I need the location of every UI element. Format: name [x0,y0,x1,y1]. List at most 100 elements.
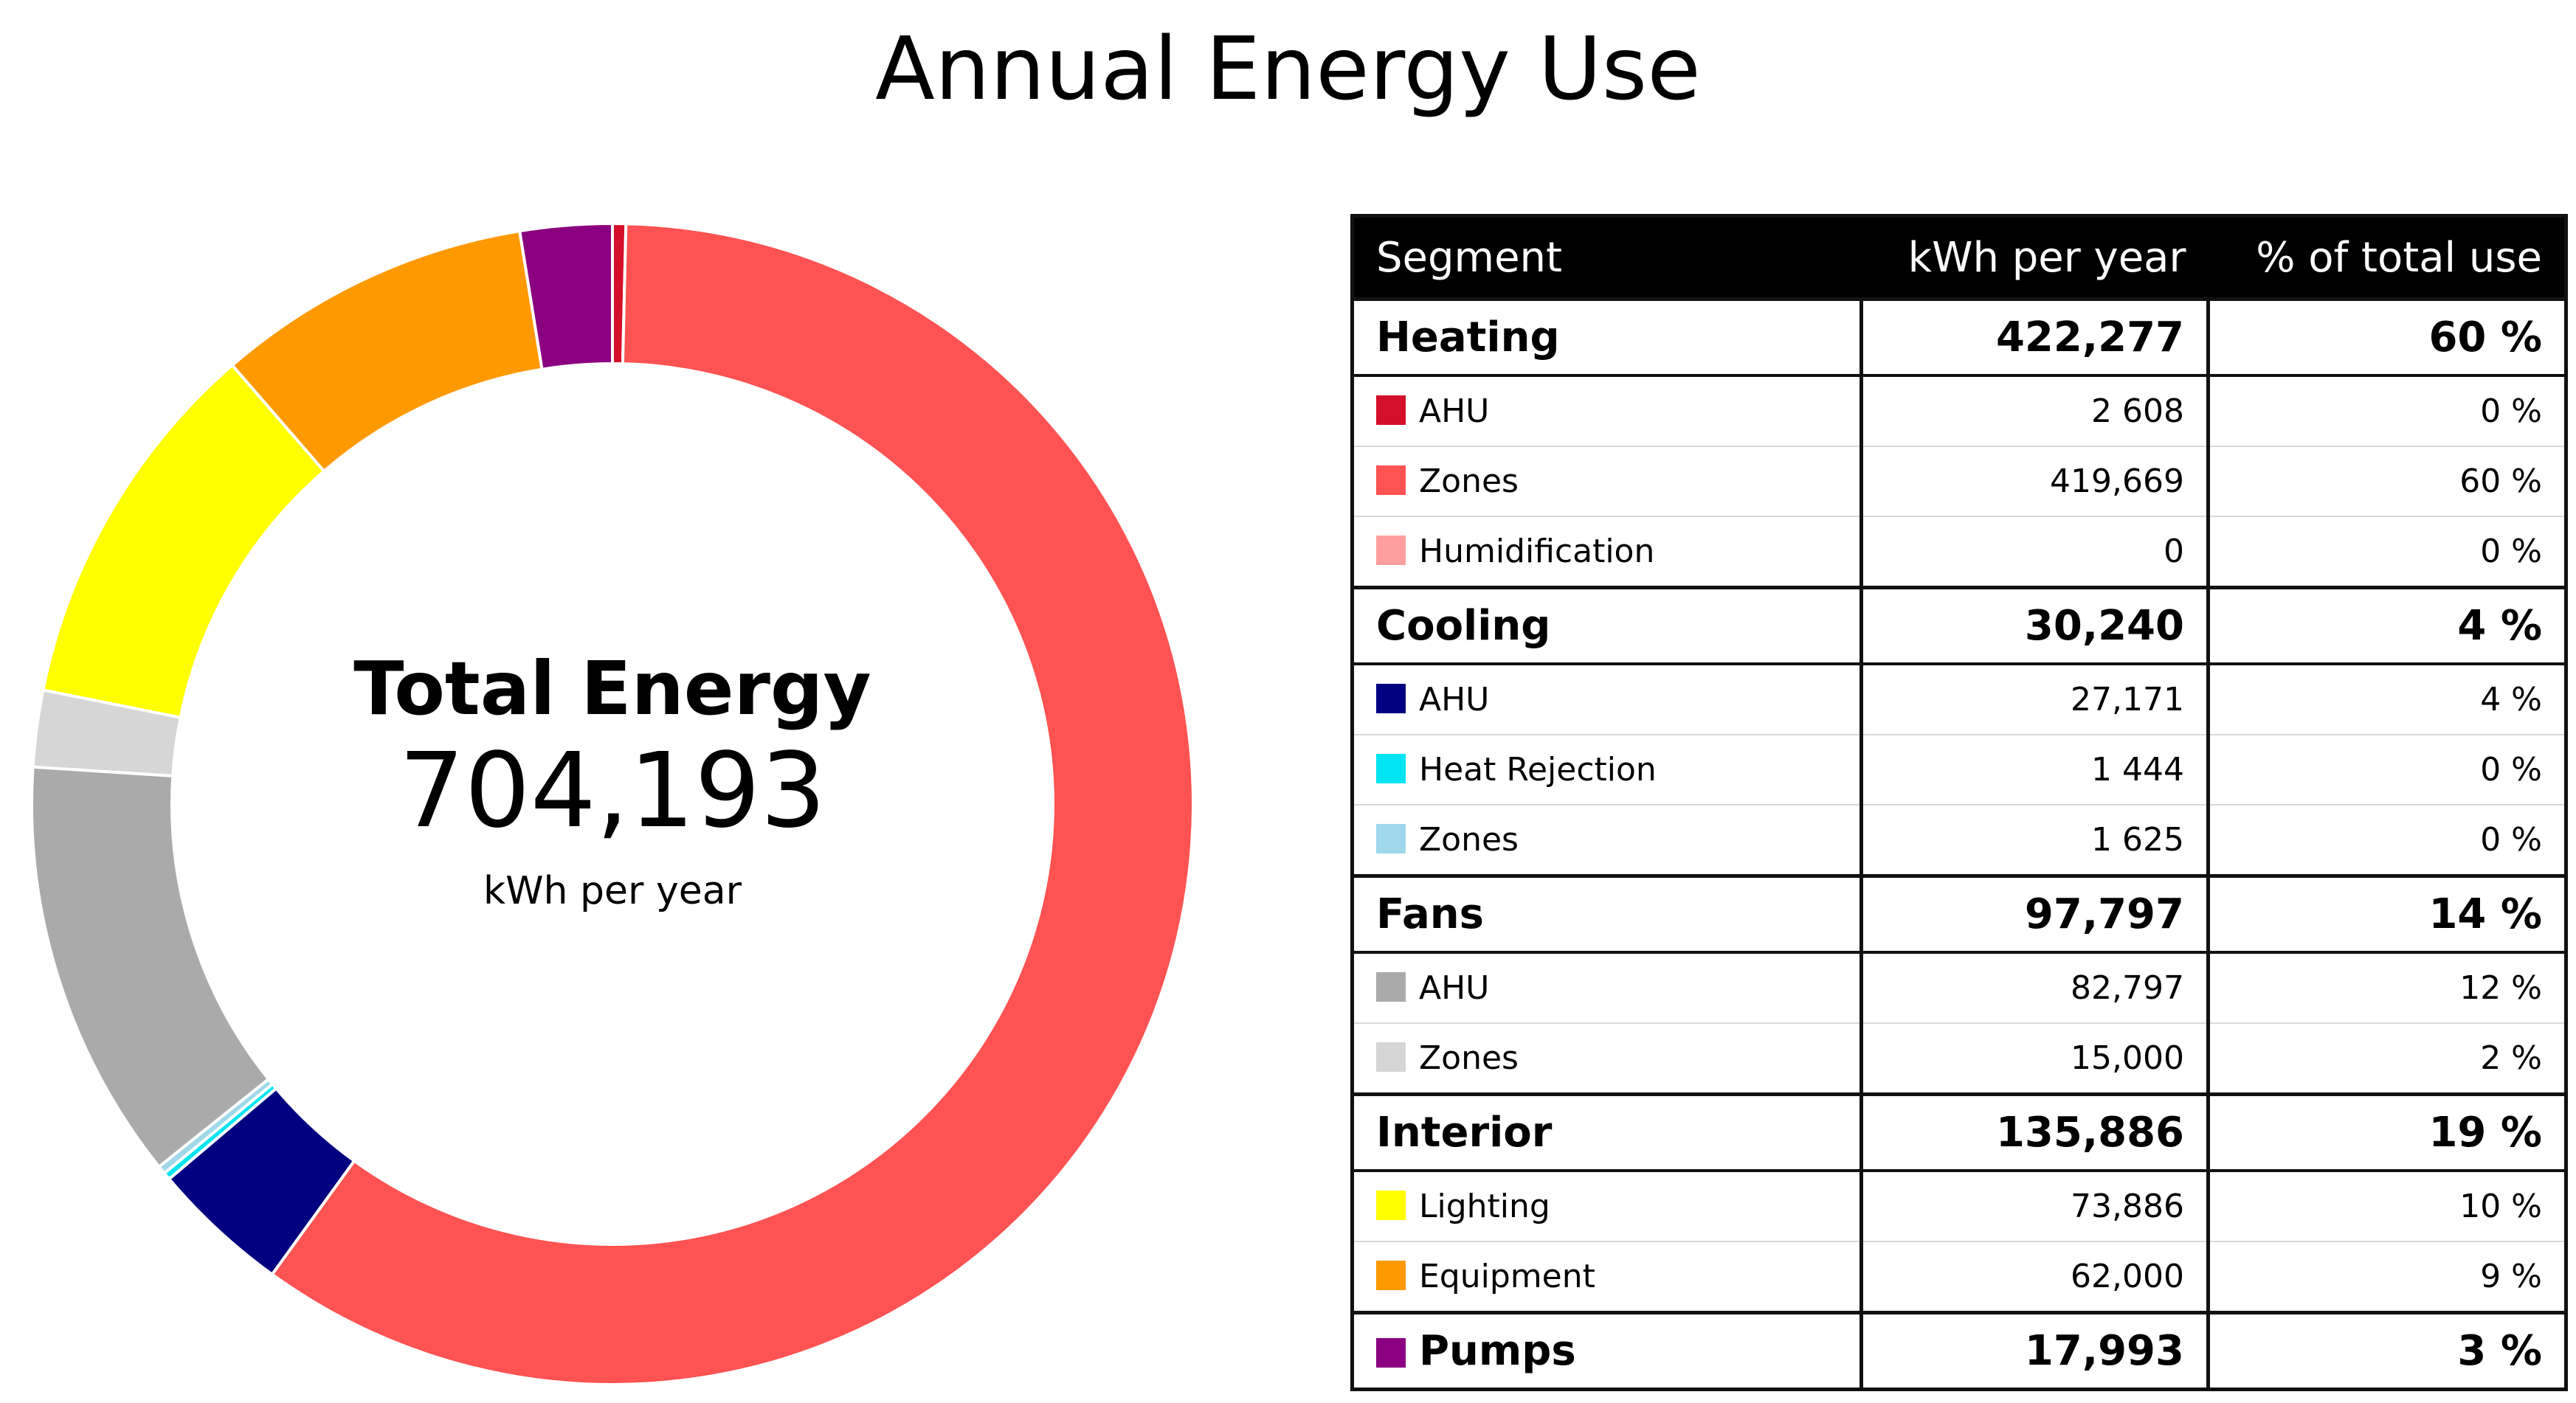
color-swatch [1376,824,1406,853]
center-value: 704,193 [399,731,826,851]
center-label: Total Energy [353,645,871,732]
row-name-cell: Equipment [1353,1241,1862,1313]
row-pct-cell: 60 % [2208,446,2566,517]
table-row: AHU 2 608 0 % [1352,375,2566,447]
row-pct-cell: 10 % [2208,1171,2566,1242]
row-name: Equipment [1419,1258,1595,1295]
row-kwh-cell: 2 608 [1860,375,2210,447]
color-swatch [1376,972,1406,1002]
color-swatch [1376,395,1406,425]
group-kwh-cell: 97,797 [1860,874,2210,954]
center-unit: kWh per year [483,869,742,913]
donut-slice-fans-ahu [30,765,271,1169]
header-kwh: kWh per year [1861,215,2209,299]
row-name: Zones [1419,821,1519,859]
table-row: Zones 419,669 60 % [1352,446,2566,517]
header-segment: Segment [1352,215,1862,299]
row-pct-cell: 4 % [2208,664,2566,735]
table-row: Equipment 62,000 9 % [1353,1241,2566,1313]
row-name-cell: Heat Rejection [1352,735,1862,806]
table-row: Heat Rejection 1 444 0 % [1352,735,2566,806]
table-group-row: Interior 135,886 19 % [1352,1092,2566,1172]
group-kwh-cell: 135,886 [1860,1092,2210,1172]
group-kwh-cell: 422,277 [1860,297,2210,377]
row-name-cell: AHU [1352,952,1862,1024]
row-kwh-cell: 1 444 [1860,735,2210,806]
donut-chart: Total Energy 704,193 kWh per year [30,221,1195,1386]
table-group-row: Fans 97,797 14 % [1352,874,2566,954]
group-name: Heating [1376,313,1560,361]
table-row: AHU 82,797 12 % [1352,952,2566,1024]
row-kwh-cell: 0 [1860,516,2210,588]
row-kwh-cell: 419,669 [1860,446,2210,517]
group-name-cell: Cooling [1352,586,1862,665]
row-name: Zones [1419,1039,1519,1077]
row-pct-cell: 0 % [2480,533,2542,570]
table-header-row: Segment kWh per year % of total use [1352,215,2566,299]
group-name-cell: Heating [1352,297,1862,377]
energy-table: Segment kWh per year % of total use Heat… [1350,214,2568,1391]
group-name-cell: Interior [1352,1092,1862,1172]
table-group-row: Heating 422,277 60 % [1352,297,2566,377]
row-pct-cell: 0 % [2208,735,2566,806]
row-pct-cell: 2 % [2480,1039,2542,1077]
row-name-cell: Zones [1353,805,1862,876]
row-kwh-cell: 27,171 [1860,664,2210,735]
color-swatch [1376,536,1406,565]
group-pct-cell: 3 % [2208,1311,2566,1391]
row-pct-cell: 12 % [2208,952,2566,1024]
color-swatch [1376,1261,1406,1290]
row-name: Humidification [1419,533,1655,570]
table-row: AHU 27,171 4 % [1352,664,2566,735]
row-kwh-cell: 82,797 [1860,952,2210,1024]
group-name: Fans [1376,890,1484,938]
table-body: Heating 422,277 60 % AHU 2 608 0 % Zones 419,66… [1352,297,2566,1391]
row-name: AHU [1419,969,1490,1007]
row-name-cell: AHU [1352,375,1862,447]
group-name-cell: Fans [1352,874,1862,954]
group-name: Interior [1376,1109,1553,1157]
row-name-cell: Zones [1353,1023,1862,1095]
table-row: Zones 1 625 0 % [1353,805,2566,876]
row-name-cell: Humidification [1353,516,1862,588]
table-group-row: Pumps 17,993 3 % [1352,1311,2566,1391]
group-pct-cell: 14 % [2208,874,2566,954]
row-pct-cell: 9 % [2480,1258,2542,1295]
header-pct: % of total use [2208,215,2566,299]
row-name-cell: AHU [1352,664,1862,735]
group-name: Pumps [1419,1327,1576,1375]
row-kwh-cell: 15,000 [1860,1023,2210,1095]
group-pct-cell: 4 % [2208,586,2566,665]
chart-title: Annual Energy Use [875,18,1701,119]
color-swatch [1376,684,1406,713]
row-name-cell: Lighting [1352,1171,1862,1242]
row-pct-cell: 0 % [2208,375,2566,447]
row-name-cell: Zones [1352,446,1862,517]
donut-slices [30,221,1195,1386]
color-swatch [1376,1338,1406,1368]
color-swatch [1376,1042,1406,1072]
row-pct-cell: 0 % [2480,821,2542,859]
row-name: Heat Rejection [1419,751,1657,789]
donut-slice-pumps-pumps [517,221,614,371]
row-name: Lighting [1419,1188,1550,1225]
donut-slice-heating-zones [269,222,1195,1386]
color-swatch [1376,1191,1406,1220]
color-swatch [1376,754,1406,783]
table-group-row: Cooling 30,240 4 % [1352,586,2566,665]
row-kwh-cell: 1 625 [1860,805,2210,876]
group-kwh-cell: 17,993 [1860,1311,2210,1391]
group-pct-cell: 60 % [2208,297,2566,377]
group-kwh-cell: 30,240 [1860,586,2210,665]
row-name: AHU [1419,392,1490,430]
table-row: Humidification 0 0 % [1353,516,2566,588]
table-row: Lighting 73,886 10 % [1352,1171,2566,1242]
group-name-cell: Pumps [1352,1311,1862,1391]
group-pct-cell: 19 % [2208,1092,2566,1172]
group-name: Cooling [1376,602,1551,650]
row-kwh-cell: 73,886 [1860,1171,2210,1242]
row-kwh-cell: 62,000 [1860,1241,2210,1313]
table-row: Zones 15,000 2 % [1353,1023,2566,1095]
color-swatch [1376,465,1406,495]
row-name: AHU [1419,681,1490,718]
